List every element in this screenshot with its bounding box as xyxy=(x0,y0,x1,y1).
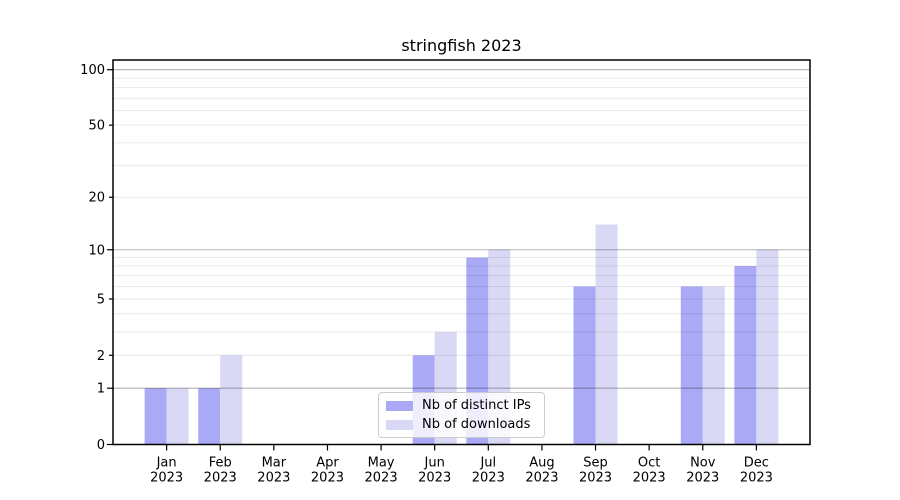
x-tick-year-label-aug: 2023 xyxy=(525,471,558,486)
legend-item-distinct-ips: Nb of distinct IPs xyxy=(379,396,544,415)
plot-border xyxy=(112,59,811,446)
x-tick-label-mar: Mar xyxy=(262,456,287,471)
x-tick-year-label-jan: 2023 xyxy=(150,471,183,486)
y-tick-label-0: 0 xyxy=(97,438,105,453)
bar-distinct-ips-sep xyxy=(573,286,596,445)
y-tick-label-2: 2 xyxy=(97,349,105,364)
legend-label-downloads: Nb of downloads xyxy=(422,417,531,432)
x-tick-year-label-apr: 2023 xyxy=(311,471,344,486)
x-tick-label-may: May xyxy=(368,456,395,471)
legend-item-downloads: Nb of downloads xyxy=(379,415,544,434)
bar-distinct-ips-feb xyxy=(198,388,221,445)
x-tick-label-oct: Oct xyxy=(638,456,660,471)
x-tick-label-jul: Jul xyxy=(479,456,496,471)
y-tick-label-5: 5 xyxy=(97,292,105,307)
x-tick-year-label-jun: 2023 xyxy=(418,471,451,486)
x-tick-year-label-dec: 2023 xyxy=(740,471,773,486)
legend: Nb of distinct IPs Nb of downloads xyxy=(378,392,545,438)
bar-downloads-dec xyxy=(756,249,779,445)
legend-swatch-downloads xyxy=(386,419,413,430)
bar-distinct-ips-nov xyxy=(680,286,703,445)
bar-distinct-ips-jan xyxy=(144,388,167,445)
x-tick-label-dec: Dec xyxy=(744,456,769,471)
y-tick-label-10: 10 xyxy=(88,243,105,258)
bar-downloads-feb xyxy=(220,355,243,445)
x-tick-year-label-mar: 2023 xyxy=(257,471,290,486)
legend-label-distinct-ips: Nb of distinct IPs xyxy=(422,398,531,413)
x-tick-year-label-jul: 2023 xyxy=(472,471,505,486)
x-tick-year-label-sep: 2023 xyxy=(579,471,612,486)
x-tick-year-label-may: 2023 xyxy=(365,471,398,486)
bar-downloads-jan xyxy=(166,388,189,445)
bar-downloads-sep xyxy=(595,224,618,445)
x-tick-label-aug: Aug xyxy=(529,456,554,471)
x-tick-label-jun: Jun xyxy=(424,456,445,471)
x-tick-year-label-feb: 2023 xyxy=(204,471,237,486)
x-tick-year-label-nov: 2023 xyxy=(686,471,719,486)
chart-title: stringfish 2023 xyxy=(401,36,522,55)
x-tick-label-nov: Nov xyxy=(690,456,716,471)
x-tick-label-apr: Apr xyxy=(316,456,339,471)
y-tick-label-50: 50 xyxy=(88,119,105,134)
bar-distinct-ips-dec xyxy=(734,266,757,445)
legend-swatch-distinct-ips xyxy=(386,400,413,411)
x-tick-label-jan: Jan xyxy=(156,456,177,471)
x-tick-year-label-oct: 2023 xyxy=(633,471,666,486)
x-tick-label-feb: Feb xyxy=(209,456,232,471)
y-tick-label-100: 100 xyxy=(80,63,105,78)
x-tick-label-sep: Sep xyxy=(583,456,608,471)
bar-downloads-nov xyxy=(702,286,725,445)
y-tick-label-20: 20 xyxy=(88,191,105,206)
y-tick-label-1: 1 xyxy=(97,382,105,397)
